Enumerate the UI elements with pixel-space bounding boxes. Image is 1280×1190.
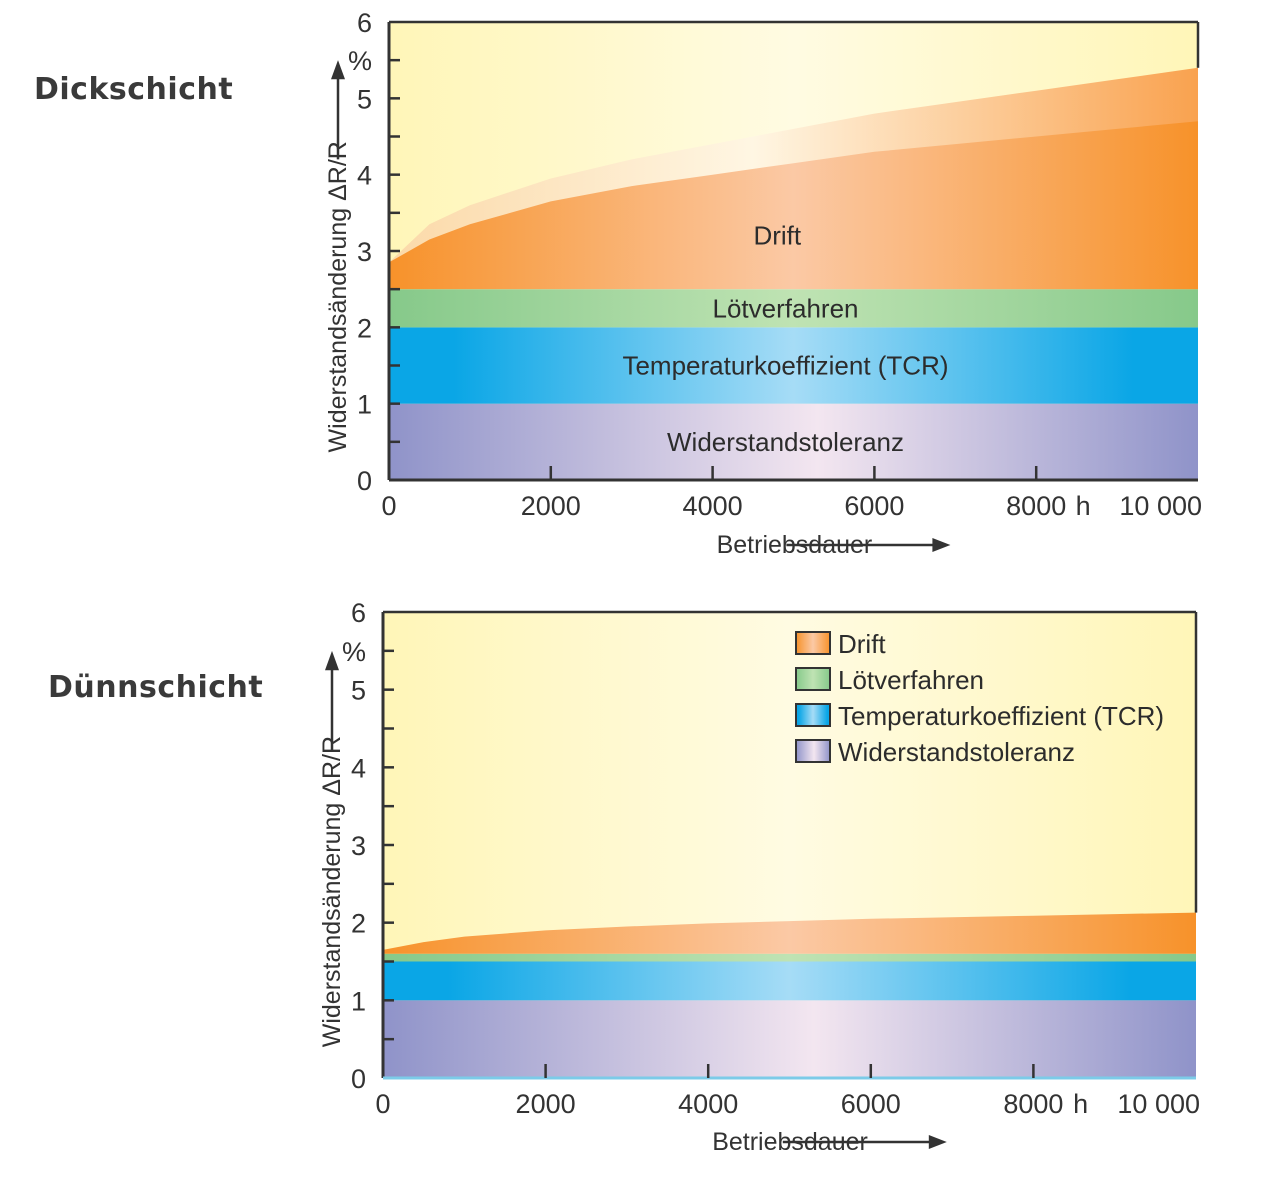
legend-label: Drift — [838, 629, 886, 659]
x-tick-label: 8000 — [1006, 491, 1066, 521]
y-unit-label: % — [348, 46, 372, 76]
band-label: Temperaturkoeffizient (TCR) — [622, 351, 948, 381]
band-widerstandstoleranz — [383, 1000, 1196, 1078]
y-tick-label: 0 — [357, 466, 372, 496]
drift-inner-area — [389, 121, 1198, 290]
drift-label: Drift — [753, 221, 801, 251]
x-tick-label: 6000 — [841, 1089, 901, 1119]
y-tick-label: 1 — [357, 390, 372, 420]
y-unit-label: % — [342, 637, 366, 667]
legend-swatch — [795, 631, 831, 655]
y-axis-title: Widerstandsänderung ΔR/R — [318, 736, 346, 1047]
x-tick-label: 6000 — [844, 491, 904, 521]
x-tick-label: 2000 — [521, 491, 581, 521]
y-tick-label: 3 — [357, 237, 372, 267]
x-tick-label: 8000 — [1003, 1089, 1063, 1119]
chart-heading-duennschicht: Dünnschicht — [48, 670, 264, 705]
x-tick-label: 10 000 — [1117, 1089, 1200, 1119]
y-tick-label: 6 — [351, 598, 366, 628]
legend-swatch — [795, 667, 831, 691]
y-tick-label: 2 — [357, 313, 372, 343]
band-widerstandstoleranz — [389, 403, 1198, 480]
y-tick-label: 4 — [357, 161, 372, 191]
x-tick-label: 4000 — [678, 1089, 738, 1119]
band-temperaturkoeffizient-tcr- — [389, 327, 1198, 404]
band-l-tverfahren — [383, 953, 1196, 962]
y-tick-label: 4 — [351, 753, 366, 783]
x-tick-label: 10 000 — [1119, 491, 1202, 521]
y-tick-label: 6 — [357, 8, 372, 38]
y-tick-label: 0 — [351, 1064, 366, 1094]
x-tick-label: 0 — [381, 491, 396, 521]
y-tick-label: 2 — [351, 909, 366, 939]
x-axis-arrow-head — [932, 538, 951, 552]
y-tick-label: 5 — [357, 84, 372, 114]
band-l-tverfahren — [389, 289, 1198, 328]
y-axis-title: Widerstandsänderung ΔR/R — [324, 141, 352, 452]
band-label: Widerstandstoleranz — [667, 427, 904, 457]
x-tick-label: 4000 — [683, 491, 743, 521]
legend-label: Lötverfahren — [838, 665, 984, 695]
legend-swatch — [795, 703, 831, 727]
y-axis-arrow-head — [331, 60, 345, 80]
y-tick-label: 1 — [351, 986, 366, 1016]
chart-heading-dickschicht: Dickschicht — [34, 72, 234, 107]
x-axis-arrow-head — [928, 1135, 947, 1149]
x-unit-label: h — [1073, 1089, 1088, 1119]
band-temperaturkoeffizient-tcr- — [383, 961, 1196, 1001]
legend-label: Widerstandstoleranz — [838, 737, 1075, 767]
legend-swatch — [795, 739, 831, 763]
x-unit-label: h — [1076, 491, 1091, 521]
x-tick-label: 2000 — [516, 1089, 576, 1119]
drift-area — [383, 912, 1196, 954]
y-tick-label: 5 — [351, 676, 366, 706]
y-axis-arrow-head — [325, 650, 339, 671]
x-tick-label: 0 — [375, 1089, 390, 1119]
y-tick-label: 3 — [351, 831, 366, 861]
band-label: Lötverfahren — [713, 293, 859, 323]
legend: Drift Lötverfahren Temperaturkoeffizient (… — [795, 629, 1164, 767]
legend-label: Temperaturkoeffizient (TCR) — [838, 701, 1164, 731]
